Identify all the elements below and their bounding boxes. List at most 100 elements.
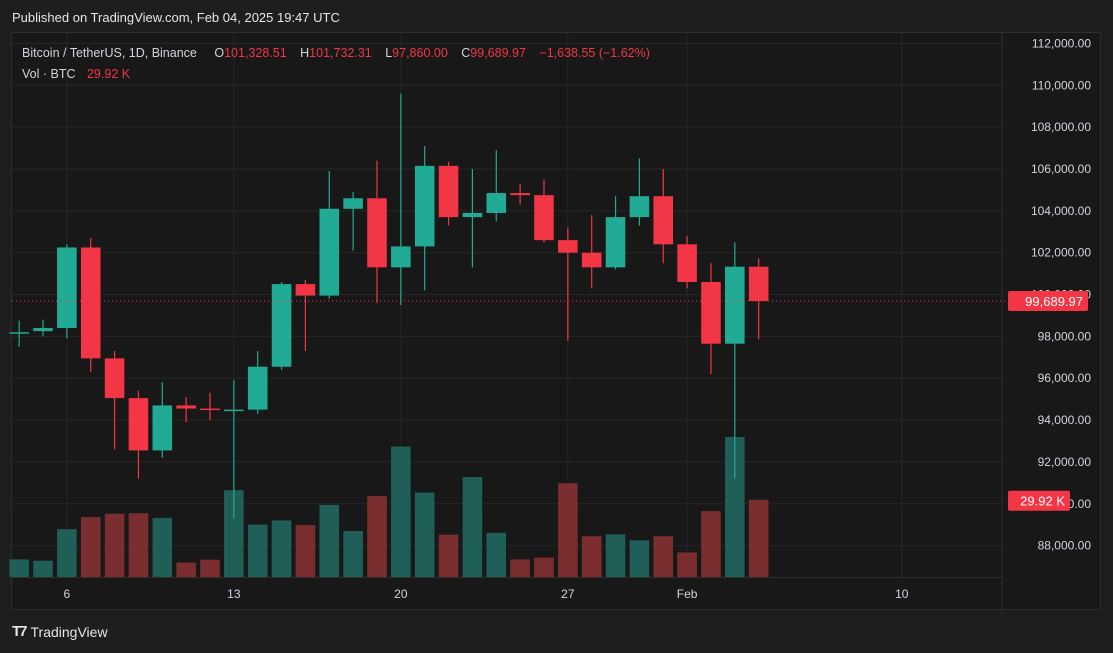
volume-bar: [200, 559, 220, 577]
time-tick-label: 6: [64, 587, 71, 601]
candle-body: [748, 266, 769, 302]
price-tick-label: 112,000.00: [1032, 36, 1091, 50]
price-tick-label: 110,000.00: [1032, 78, 1091, 92]
candle[interactable]: [701, 263, 721, 375]
volume-bar: [486, 532, 507, 577]
candle-body: [176, 405, 196, 409]
close-value: 99,689.97: [470, 46, 526, 60]
candle[interactable]: [653, 169, 674, 264]
candle-body: [510, 193, 530, 196]
price-tick-label: 98,000.00: [1038, 329, 1092, 343]
chart-area[interactable]: [11, 32, 1101, 610]
low-value: 97,860.00: [392, 46, 448, 60]
volume-bar: [295, 525, 316, 577]
candle[interactable]: [391, 93, 411, 305]
volume-bar: [176, 562, 196, 577]
candle[interactable]: [581, 215, 602, 289]
candle[interactable]: [510, 183, 530, 205]
candle[interactable]: [271, 281, 292, 370]
volume-bar: [247, 524, 268, 577]
candle-body: [200, 408, 220, 411]
volume-bar: [319, 504, 340, 577]
candle-body: [653, 196, 674, 245]
candle-body: [558, 240, 578, 253]
candle[interactable]: [367, 160, 387, 303]
candle[interactable]: [414, 145, 435, 291]
candle[interactable]: [128, 390, 149, 479]
candle[interactable]: [462, 169, 483, 268]
volume-bar: [391, 446, 411, 577]
volume-label[interactable]: Vol · BTC: [22, 67, 76, 81]
candle-body: [319, 208, 340, 296]
brand-name: TradingView: [30, 623, 108, 640]
volume-bar: [605, 534, 626, 577]
candle[interactable]: [57, 244, 77, 339]
volume-bar: [80, 517, 101, 577]
tradingview-branding[interactable]: T7 TradingView: [12, 623, 108, 640]
volume-bar: [748, 499, 769, 577]
time-tick-label: 13: [227, 587, 241, 601]
candle-body: [367, 198, 387, 268]
volume-bar: [510, 559, 530, 577]
current-price-badge: 99,689.97: [1008, 291, 1088, 312]
candle-body: [629, 196, 650, 218]
candle-body: [9, 332, 29, 334]
candle[interactable]: [295, 279, 316, 352]
price-tick-label: 88,000.00: [1038, 539, 1092, 553]
change-value: −1,638.55 (−1.62%): [539, 46, 650, 60]
candle[interactable]: [725, 242, 745, 479]
candle[interactable]: [200, 392, 220, 421]
candle-body: [295, 284, 316, 296]
candle[interactable]: [224, 380, 244, 519]
candle-body: [391, 246, 411, 268]
candle[interactable]: [438, 161, 459, 226]
candle[interactable]: [33, 319, 53, 337]
open-label: O: [214, 46, 225, 60]
price-axis[interactable]: 112,000.00 110,000.00 108,000.00 106,000.00…: [1008, 36, 1092, 553]
candle[interactable]: [748, 258, 769, 340]
volume-value: 29.92 K: [86, 67, 131, 81]
close-label: C: [461, 46, 471, 60]
price-tick-label: 102,000.00: [1031, 246, 1091, 260]
volume-bars: [9, 437, 769, 577]
candle[interactable]: [677, 235, 697, 289]
time-tick-label: 20: [394, 587, 408, 601]
candle[interactable]: [80, 238, 101, 372]
volume-bar: [462, 477, 483, 577]
candle[interactable]: [605, 196, 626, 270]
candle[interactable]: [629, 158, 650, 226]
candle[interactable]: [176, 397, 196, 423]
candles: [9, 93, 769, 519]
current-volume-label: 29.92 K: [1020, 494, 1065, 509]
price-tick-label: 92,000.00: [1038, 455, 1092, 469]
candle[interactable]: [486, 150, 507, 222]
candle[interactable]: [152, 382, 173, 458]
price-tick-label: 104,000.00: [1031, 204, 1091, 218]
candle[interactable]: [558, 227, 578, 341]
candle-body: [462, 212, 483, 218]
candle[interactable]: [343, 192, 363, 251]
time-tick-label: 10: [895, 587, 909, 601]
time-axis[interactable]: 6 13 20 27 Feb 10: [12, 33, 1003, 609]
candle[interactable]: [534, 179, 554, 243]
current-volume-badge: 29.92 K: [1008, 490, 1070, 511]
volume-bar: [581, 536, 602, 577]
low-label: L: [385, 46, 393, 60]
symbol-description[interactable]: Bitcoin / TetherUS, 1D, Binance: [22, 46, 197, 60]
price-tick-label: 106,000.00: [1031, 162, 1091, 176]
volume-bar: [414, 492, 435, 577]
candle[interactable]: [9, 320, 29, 347]
current-price-label: 99,689.97: [1025, 294, 1083, 309]
candle-body: [271, 284, 292, 367]
volume-bar: [725, 437, 745, 577]
volume-legend-row: Vol · BTC 29.92 K: [22, 64, 650, 85]
candle-body: [80, 247, 101, 359]
candle[interactable]: [319, 171, 340, 299]
candle-body: [247, 366, 268, 410]
candle[interactable]: [247, 351, 268, 414]
open-value: 101,328.51: [224, 46, 287, 60]
volume-bar: [9, 559, 29, 577]
volume-bar: [33, 560, 53, 577]
candle[interactable]: [104, 351, 125, 450]
